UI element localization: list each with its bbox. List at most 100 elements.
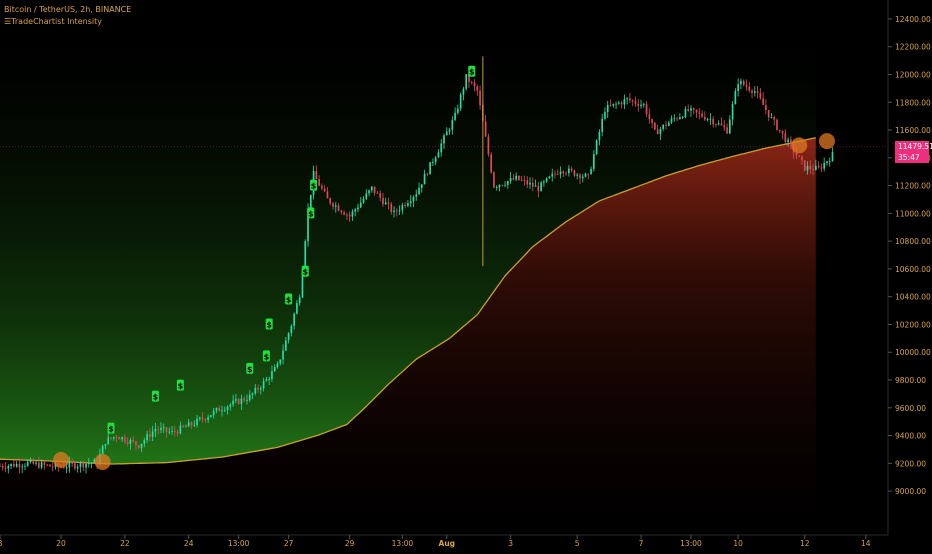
candle-body	[198, 417, 201, 419]
candle-body	[684, 109, 687, 118]
signal-label: $	[286, 295, 292, 304]
candle-body	[290, 325, 293, 334]
candle-body	[223, 409, 226, 411]
candle-body	[540, 182, 542, 192]
candle-body	[140, 443, 143, 449]
candle-body	[154, 428, 157, 432]
candle-body	[110, 437, 112, 439]
candle-body	[43, 462, 46, 465]
candle-body	[454, 112, 456, 120]
candle-body	[382, 197, 384, 205]
signal-label: $	[308, 209, 314, 218]
candle-body	[137, 445, 140, 449]
candle-body	[190, 422, 193, 426]
candle-body	[587, 173, 590, 175]
candle-body	[1, 466, 4, 468]
candle-body	[801, 156, 803, 161]
candle-body	[712, 118, 714, 125]
candle-body	[673, 118, 676, 120]
candle-body	[226, 406, 229, 410]
candle-body	[107, 437, 110, 445]
candle-body	[24, 465, 26, 467]
candle-body	[670, 118, 673, 123]
candle-body	[579, 174, 581, 179]
candle-body	[459, 94, 462, 109]
candle-body	[565, 173, 567, 175]
candle-body	[826, 161, 828, 164]
candle-body	[32, 460, 35, 464]
candle-body	[124, 437, 126, 442]
candle-body	[168, 431, 171, 433]
signal-label: $	[153, 393, 159, 402]
price-tick-label: 12000.00	[895, 70, 931, 79]
candle-body	[240, 398, 243, 404]
price-tick-label: 11800.00	[895, 98, 931, 107]
candle-body	[326, 191, 329, 199]
price-tick-label: 10200.00	[895, 320, 931, 329]
candle-body	[10, 463, 12, 466]
candle-body	[665, 124, 667, 126]
candle-body	[101, 445, 104, 454]
candle-body	[359, 202, 362, 208]
signal-label: $	[302, 268, 308, 277]
signal-marker	[151, 390, 159, 402]
candle-body	[784, 133, 787, 143]
candle-body	[617, 102, 620, 104]
signal-marker	[107, 422, 115, 434]
candle-body	[7, 465, 10, 469]
candle-body	[74, 463, 76, 469]
candle-body	[390, 203, 393, 213]
candle-body	[648, 114, 651, 120]
candle-body	[559, 171, 562, 175]
time-tick-label: Aug	[439, 539, 456, 548]
candle-body	[85, 463, 87, 468]
time-tick-label: 12	[800, 539, 810, 548]
time-tick-label: 27	[284, 539, 294, 548]
candle-body	[271, 371, 273, 380]
signal-marker	[265, 318, 273, 330]
candle-body	[656, 129, 659, 135]
time-tick-label: 29	[345, 539, 355, 548]
candle-body	[476, 86, 479, 91]
candle-body	[265, 379, 268, 382]
time-tick-label: 14	[861, 539, 871, 548]
candle-body	[93, 459, 96, 463]
candle-body	[251, 393, 254, 395]
time-tick-label: 8	[0, 539, 3, 548]
candle-body	[776, 119, 778, 130]
candle-body	[0, 466, 1, 467]
candle-body	[545, 178, 548, 182]
candle-body	[340, 210, 343, 213]
indicator-title[interactable]: ☰TradeChartist Intensity	[4, 17, 102, 26]
symbol-title[interactable]: Bitcoin / TetherUS, 2h, BINANCE	[4, 5, 132, 14]
candle-body	[246, 400, 248, 401]
candle-body	[373, 186, 376, 193]
candle-body	[642, 104, 645, 105]
candle-body	[235, 399, 237, 401]
candle-body	[576, 174, 579, 176]
candle-body	[423, 173, 426, 185]
candle-body	[179, 425, 182, 434]
candle-body	[606, 105, 609, 112]
candle-body	[620, 102, 623, 105]
candle-body	[90, 462, 93, 464]
candle-body	[157, 428, 159, 430]
candle-body	[49, 464, 51, 467]
candle-body	[354, 209, 357, 212]
candle-body	[215, 408, 218, 411]
candle-body	[695, 109, 698, 113]
time-axis[interactable]: 8 20 22 24 13:00 27 29 13:00 Aug 3 5 7 13:00 10 12 14	[0, 535, 871, 548]
candle-body	[645, 104, 648, 115]
signal-label: $	[247, 365, 253, 374]
price-axis[interactable]: 12400.00 12200.00 12000.00 11800.00 11600.00…	[888, 15, 931, 496]
candle-body	[815, 165, 817, 171]
bear-intensity-zone	[0, 137, 816, 535]
candle-body	[323, 188, 326, 192]
candle-body	[348, 214, 351, 217]
candle-body	[401, 204, 404, 211]
candle-body	[321, 185, 323, 189]
candle-body	[182, 425, 184, 427]
candle-body	[723, 125, 726, 128]
